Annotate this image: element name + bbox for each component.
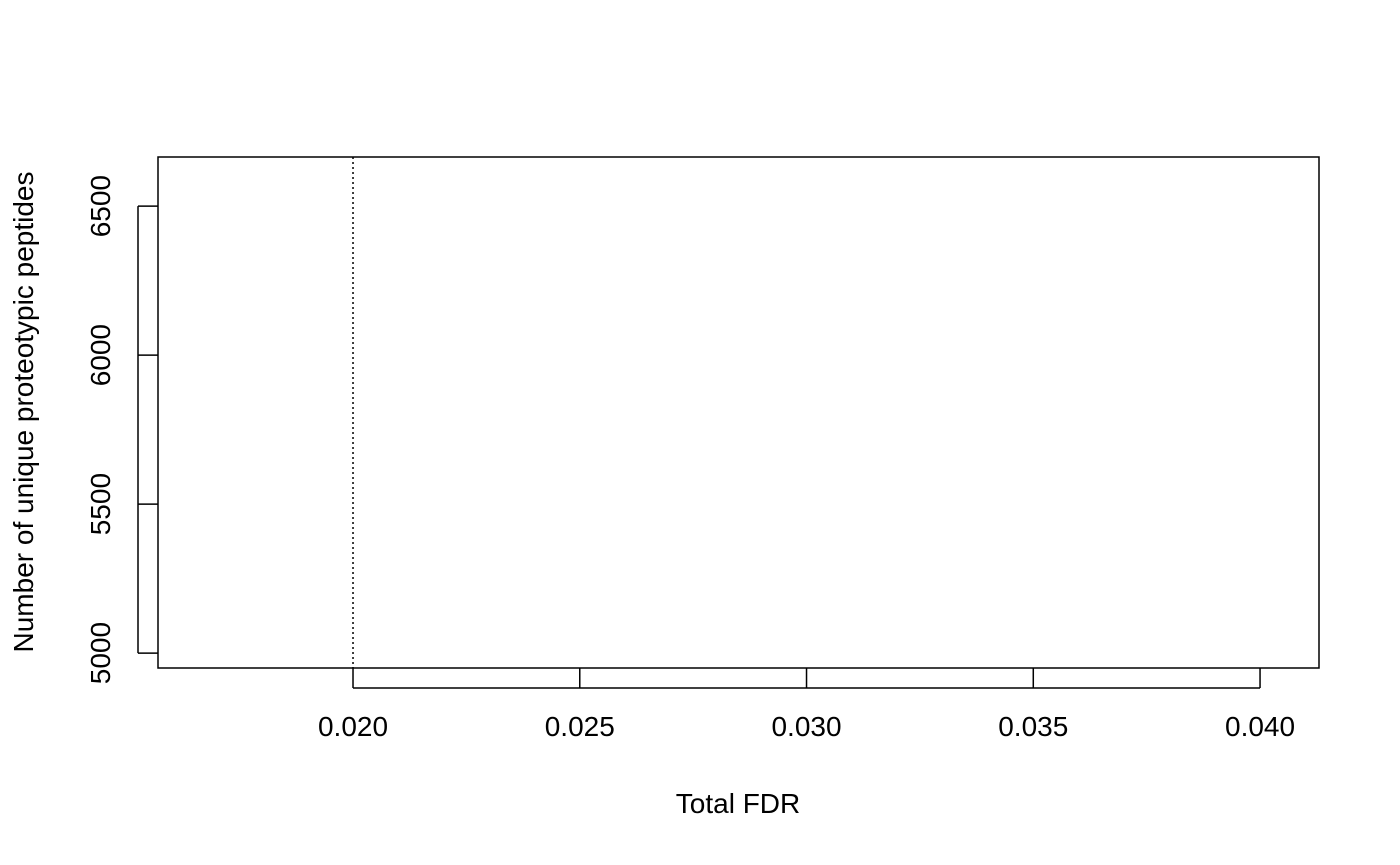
- y-axis: 5000 5500 6000 6500: [85, 175, 158, 684]
- x-tick-label: 0.035: [998, 711, 1068, 742]
- x-tick-label: 0.030: [771, 711, 841, 742]
- y-tick-label: 5000: [85, 622, 116, 684]
- x-tick-label: 0.040: [1225, 711, 1295, 742]
- x-axis: 0.020 0.025 0.030 0.035 0.040: [318, 668, 1295, 742]
- y-tick-label: 5500: [85, 473, 116, 535]
- x-tick-label: 0.020: [318, 711, 388, 742]
- y-tick-label: 6000: [85, 324, 116, 386]
- plot-frame: [157, 156, 1320, 669]
- y-axis-label: Number of unique proteotypic peptides: [8, 172, 39, 653]
- y-tick-label: 6500: [85, 175, 116, 237]
- x-axis-label: Total FDR: [676, 788, 800, 819]
- x-tick-label: 0.025: [545, 711, 615, 742]
